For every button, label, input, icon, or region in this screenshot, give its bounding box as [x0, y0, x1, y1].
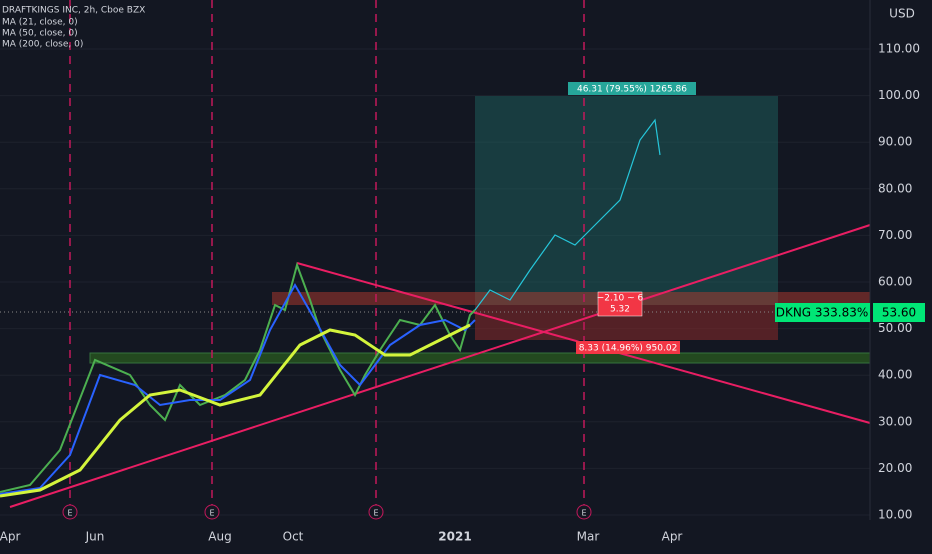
price-tick-label: 80.00	[878, 181, 912, 195]
symbol-tag: DKNG 333.83%	[776, 306, 869, 320]
range-value: 5.32	[610, 305, 630, 315]
indicator: MA (200, close, 0)	[2, 40, 83, 50]
ma-50	[0, 282, 476, 495]
price-tick-label: 10.00	[878, 508, 912, 522]
time-label: 2021	[438, 530, 471, 544]
earnings-marker	[576, 504, 592, 520]
target-zone	[475, 96, 778, 305]
earnings-marker	[204, 504, 220, 520]
last-price: 53.60	[882, 305, 916, 319]
price-tick-label: 60.00	[878, 275, 912, 289]
price-tick-label: 90.00	[878, 135, 912, 149]
time-label: Apr	[662, 530, 683, 544]
time-label: Oct	[283, 530, 304, 544]
earnings-marker	[368, 504, 384, 520]
ma-200	[0, 323, 471, 498]
earnings-marker-label: E	[67, 509, 72, 518]
stop-label: 8.33 (14.96%) 950.02	[579, 344, 678, 354]
chart-drawings	[0, 0, 925, 520]
symbol-tag-box	[775, 303, 870, 322]
price-tick-label: 20.00	[878, 461, 912, 475]
price-tick-label: 40.00	[878, 368, 912, 382]
time-label: Jun	[85, 530, 105, 544]
resistance-zone	[272, 292, 870, 305]
price-tick-label: 100.00	[878, 88, 920, 102]
last-price-box	[873, 303, 925, 322]
target-box	[568, 82, 696, 95]
price-tick-label: 70.00	[878, 228, 912, 242]
indicator: MA (21, close, 0)	[2, 18, 78, 28]
indicator: MA (50, close, 0)	[2, 29, 78, 39]
price-tick-label: 110.00	[878, 42, 920, 56]
earnings-marker-label: E	[373, 509, 378, 518]
symbol: DRAFTKINGS INC, 2h, Cboe BZX	[2, 6, 145, 16]
earnings-marker	[62, 504, 78, 520]
price-tick-label: 30.00	[878, 414, 912, 428]
range-box	[597, 291, 643, 317]
earnings-marker-label: E	[581, 509, 586, 518]
range-label: −2.10 ~ 6	[597, 294, 644, 304]
currency[interactable]: USD	[889, 7, 915, 21]
projection	[474, 118, 661, 311]
time-label: Apr	[0, 530, 20, 544]
stop-box	[576, 341, 680, 354]
time-label: Aug	[208, 530, 231, 544]
support-zone	[89, 352, 871, 364]
target-label: 46.31 (79.55%) 1265.86	[577, 85, 687, 95]
trendline-up	[9, 224, 871, 508]
time-label: Mar	[577, 530, 600, 544]
price-tick-label: 50.00	[878, 321, 912, 335]
earnings-marker-label: E	[209, 509, 214, 518]
